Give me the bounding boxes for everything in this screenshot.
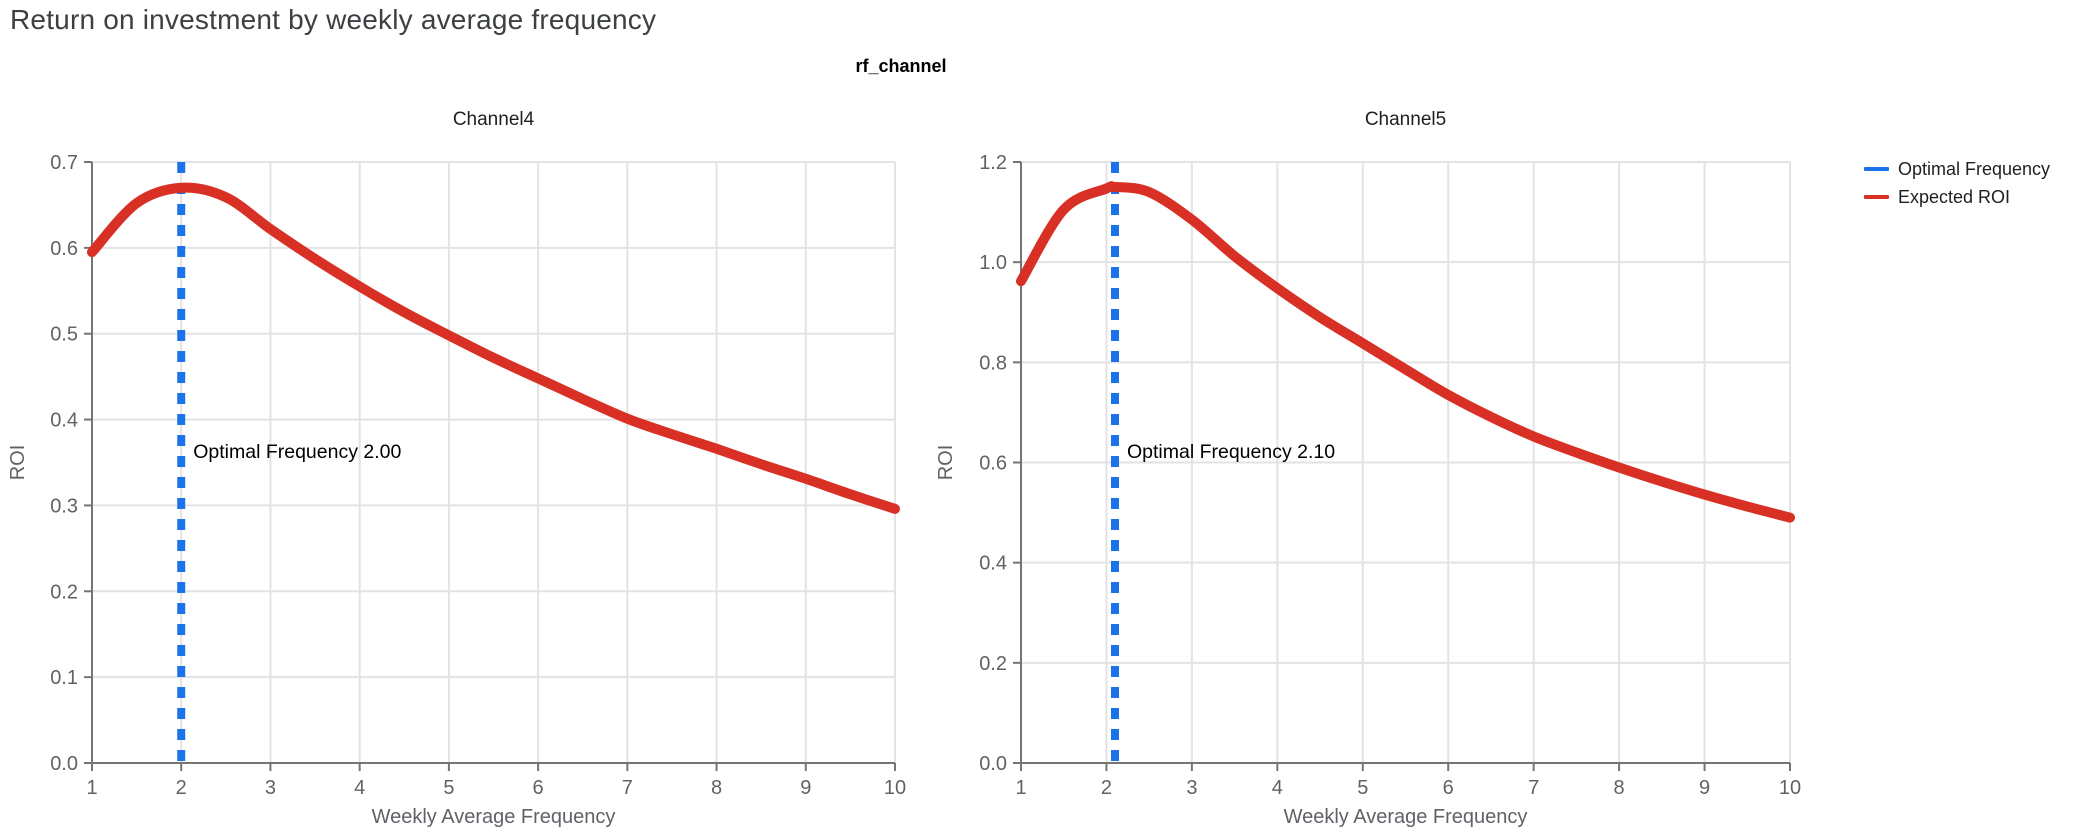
legend-item-expected-roi: Expected ROI bbox=[1864, 186, 2050, 208]
legend-label: Optimal Frequency bbox=[1898, 159, 2051, 179]
optimal-frequency-annotation: Optimal Frequency 2.10 bbox=[1127, 441, 1335, 463]
svg-text:4: 4 bbox=[1272, 777, 1283, 799]
channel5-plot: 1 2 3 4 5 6 7 8 9 10 0.0 0.2 0.4 0.6 0.8 1.0 1.2 Weekly A… bbox=[935, 109, 1801, 828]
svg-text:4: 4 bbox=[354, 777, 365, 799]
legend-label: Expected ROI bbox=[1898, 187, 2011, 207]
svg-text:0.4: 0.4 bbox=[50, 410, 78, 432]
svg-text:0.0: 0.0 bbox=[979, 753, 1007, 775]
svg-text:10: 10 bbox=[884, 777, 906, 799]
svg-text:0.8: 0.8 bbox=[979, 352, 1007, 374]
svg-text:6: 6 bbox=[1443, 777, 1454, 799]
svg-text:10: 10 bbox=[1779, 777, 1801, 799]
svg-text:0.7: 0.7 bbox=[50, 152, 78, 174]
legend: Optimal Frequency Expected ROI bbox=[1864, 158, 2050, 208]
svg-text:8: 8 bbox=[711, 777, 722, 799]
svg-text:1: 1 bbox=[86, 777, 97, 799]
svg-text:0.2: 0.2 bbox=[979, 653, 1007, 675]
facet-title: rf_channel bbox=[855, 56, 947, 76]
expected-roi-line bbox=[1016, 181, 1795, 523]
svg-text:1.0: 1.0 bbox=[979, 252, 1007, 274]
svg-text:1: 1 bbox=[1015, 777, 1026, 799]
y-axis-title: ROI bbox=[935, 445, 957, 481]
tick-labels: 1 2 3 4 5 6 7 8 9 10 0.0 0.1 0.2 0.3 0.4 0.5 0.6 0.7 bbox=[50, 152, 906, 799]
y-axis-title: ROI bbox=[7, 445, 29, 481]
axes bbox=[84, 161, 896, 771]
svg-text:0.4: 0.4 bbox=[979, 553, 1007, 575]
svg-text:3: 3 bbox=[265, 777, 276, 799]
svg-text:9: 9 bbox=[800, 777, 811, 799]
svg-text:0.5: 0.5 bbox=[50, 324, 78, 346]
expected-roi-line-swatch bbox=[1864, 195, 1889, 199]
svg-text:7: 7 bbox=[1528, 777, 1539, 799]
svg-text:0.3: 0.3 bbox=[50, 495, 78, 517]
expected-roi-line bbox=[87, 182, 900, 514]
chart-title: Channel5 bbox=[1365, 109, 1446, 130]
svg-text:2: 2 bbox=[1101, 777, 1112, 799]
svg-text:0.0: 0.0 bbox=[50, 753, 78, 775]
svg-text:6: 6 bbox=[533, 777, 544, 799]
tick-labels: 1 2 3 4 5 6 7 8 9 10 0.0 0.2 0.4 0.6 0.8 1.0 1.2 bbox=[979, 152, 1801, 799]
page-title: Return on investment by weekly average f… bbox=[10, 4, 657, 35]
svg-text:0.2: 0.2 bbox=[50, 581, 78, 603]
svg-text:5: 5 bbox=[443, 777, 454, 799]
svg-text:7: 7 bbox=[622, 777, 633, 799]
axes bbox=[1013, 161, 1791, 771]
svg-text:0.1: 0.1 bbox=[50, 667, 78, 689]
svg-text:1.2: 1.2 bbox=[979, 152, 1007, 174]
svg-text:0.6: 0.6 bbox=[50, 238, 78, 260]
svg-text:0.6: 0.6 bbox=[979, 453, 1007, 475]
x-axis-title: Weekly Average Frequency bbox=[372, 806, 616, 828]
svg-text:8: 8 bbox=[1614, 777, 1625, 799]
channel4-plot: 1 2 3 4 5 6 7 8 9 10 0.0 0.1 0.2 0.3 0.4 0.5 0.6 0.7 Weekl… bbox=[7, 109, 906, 828]
chart-title: Channel4 bbox=[453, 109, 535, 130]
svg-text:5: 5 bbox=[1357, 777, 1368, 799]
legend-item-optimal-frequency: Optimal Frequency bbox=[1864, 158, 2050, 180]
optimal-frequency-annotation: Optimal Frequency 2.00 bbox=[193, 441, 401, 463]
svg-text:3: 3 bbox=[1186, 777, 1197, 799]
svg-text:2: 2 bbox=[176, 777, 187, 799]
optimal-frequency-line-swatch bbox=[1864, 167, 1889, 171]
x-axis-title: Weekly Average Frequency bbox=[1284, 806, 1528, 828]
svg-text:9: 9 bbox=[1699, 777, 1710, 799]
